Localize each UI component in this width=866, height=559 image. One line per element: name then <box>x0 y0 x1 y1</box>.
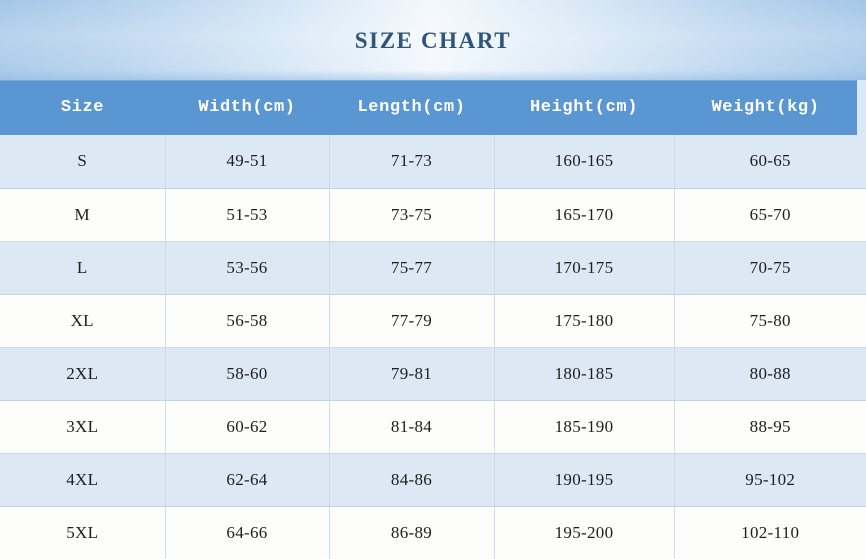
table-row: 2XL 58-60 79-81 180-185 80-88 <box>0 347 866 401</box>
cell-weight: 60-65 <box>674 135 866 189</box>
column-header-size: Size <box>0 80 165 135</box>
cell-length: 73-75 <box>329 188 495 242</box>
cell-weight: 80-88 <box>674 347 866 401</box>
column-header-weight: Weight(kg) <box>674 80 866 135</box>
cell-weight: 75-80 <box>674 294 866 348</box>
cell-length: 75-77 <box>329 241 495 295</box>
cell-width: 64-66 <box>165 506 330 559</box>
cell-size: 3XL <box>0 400 166 454</box>
cell-weight: 65-70 <box>674 188 866 242</box>
cell-size: 2XL <box>0 347 166 401</box>
cell-height: 180-185 <box>494 347 675 401</box>
cell-width: 62-64 <box>165 453 330 507</box>
header-row: Size Width(cm) Length(cm) Height(cm) Wei… <box>0 80 866 135</box>
cell-weight: 88-95 <box>674 400 866 454</box>
cell-weight: 70-75 <box>674 241 866 295</box>
table-row: 3XL 60-62 81-84 185-190 88-95 <box>0 400 866 454</box>
cell-width: 51-53 <box>165 188 330 242</box>
cell-height: 190-195 <box>494 453 675 507</box>
column-header-width: Width(cm) <box>165 80 329 135</box>
cell-size: 4XL <box>0 453 166 507</box>
table-row: XL 56-58 77-79 175-180 75-80 <box>0 294 866 348</box>
title-banner: SIZE CHART <box>0 0 866 80</box>
cell-length: 84-86 <box>329 453 495 507</box>
cell-length: 71-73 <box>329 135 495 189</box>
cell-width: 58-60 <box>165 347 330 401</box>
cell-width: 49-51 <box>165 135 330 189</box>
cell-length: 81-84 <box>329 400 495 454</box>
cell-weight: 102-110 <box>674 506 866 559</box>
table-header: Size Width(cm) Length(cm) Height(cm) Wei… <box>0 80 866 135</box>
cell-length: 79-81 <box>329 347 495 401</box>
cell-height: 170-175 <box>494 241 675 295</box>
cell-height: 175-180 <box>494 294 675 348</box>
column-header-height: Height(cm) <box>494 80 674 135</box>
cell-length: 86-89 <box>329 506 495 559</box>
cell-width: 53-56 <box>165 241 330 295</box>
cell-weight: 95-102 <box>674 453 866 507</box>
table-row: S 49-51 71-73 160-165 60-65 <box>0 135 866 189</box>
cell-width: 60-62 <box>165 400 330 454</box>
cell-height: 185-190 <box>494 400 675 454</box>
table-body: S 49-51 71-73 160-165 60-65 M 51-53 73-7… <box>0 135 866 559</box>
table-row: 4XL 62-64 84-86 190-195 95-102 <box>0 453 866 507</box>
cell-length: 77-79 <box>329 294 495 348</box>
cell-width: 56-58 <box>165 294 330 348</box>
cell-size: 5XL <box>0 506 166 559</box>
cell-size: XL <box>0 294 166 348</box>
cell-height: 165-170 <box>494 188 675 242</box>
cell-height: 195-200 <box>494 506 675 559</box>
table-row: L 53-56 75-77 170-175 70-75 <box>0 241 866 295</box>
cell-height: 160-165 <box>494 135 675 189</box>
cell-size: L <box>0 241 166 295</box>
column-header-length: Length(cm) <box>329 80 494 135</box>
size-chart-table: Size Width(cm) Length(cm) Height(cm) Wei… <box>0 80 866 559</box>
page-title: SIZE CHART <box>354 28 512 53</box>
table-row: M 51-53 73-75 165-170 65-70 <box>0 188 866 242</box>
cell-size: S <box>0 135 166 189</box>
cell-size: M <box>0 188 166 242</box>
table-row: 5XL 64-66 86-89 195-200 102-110 <box>0 506 866 559</box>
